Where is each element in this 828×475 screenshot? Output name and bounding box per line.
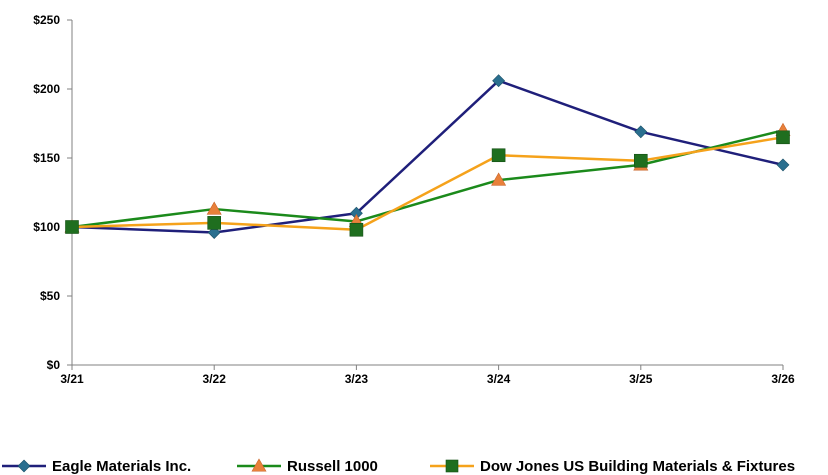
data-point-series-2 (776, 130, 790, 145)
x-tick-label: 3/25 (629, 372, 653, 386)
y-tick-label: $150 (33, 151, 60, 165)
legend-label-0: Eagle Materials Inc. (52, 458, 191, 475)
legend-marker-0 (17, 459, 31, 473)
legend-marker-2 (445, 459, 459, 473)
data-point-series-2 (633, 153, 648, 168)
y-tick-labels: $0 $50 $100 $150 $200 $250 (33, 13, 60, 372)
y-tick-label: $50 (40, 289, 60, 303)
x-tick-label: 3/22 (203, 372, 227, 386)
axes (67, 19, 784, 370)
data-point-series-0 (776, 158, 790, 172)
legend: Eagle Materials Inc. Russell 1000 Dow Jone… (2, 458, 795, 475)
legend-label-2: Dow Jones US Building Materials & Fixtur… (480, 458, 795, 475)
data-point-series-1 (491, 172, 507, 186)
data-point-series-1 (206, 201, 222, 215)
legend-label-1: Russell 1000 (287, 458, 378, 475)
series-lines (71, 79, 784, 234)
data-point-series-0 (492, 74, 506, 88)
x-tick-label: 3/23 (345, 372, 369, 386)
x-tick-label: 3/21 (60, 372, 84, 386)
y-tick-label: $100 (33, 220, 60, 234)
data-point-series-2 (349, 222, 364, 237)
x-tick-label: 3/24 (487, 372, 511, 386)
series-line-0 (71, 79, 784, 234)
series-line-2 (71, 136, 784, 232)
y-tick-label: $0 (47, 358, 61, 372)
data-point-series-0 (634, 125, 648, 139)
data-point-series-2 (207, 216, 221, 230)
series-line-1 (71, 129, 784, 229)
y-tick-label: $250 (33, 13, 60, 27)
series-markers (64, 74, 791, 239)
y-tick-label: $200 (33, 82, 60, 96)
x-tick-labels: 3/21 3/22 3/23 3/24 3/25 3/26 (60, 372, 795, 386)
data-point-series-2 (65, 220, 79, 234)
data-point-series-2 (491, 148, 506, 163)
x-tick-label: 3/26 (771, 372, 795, 386)
legend-marker-1 (251, 458, 267, 472)
